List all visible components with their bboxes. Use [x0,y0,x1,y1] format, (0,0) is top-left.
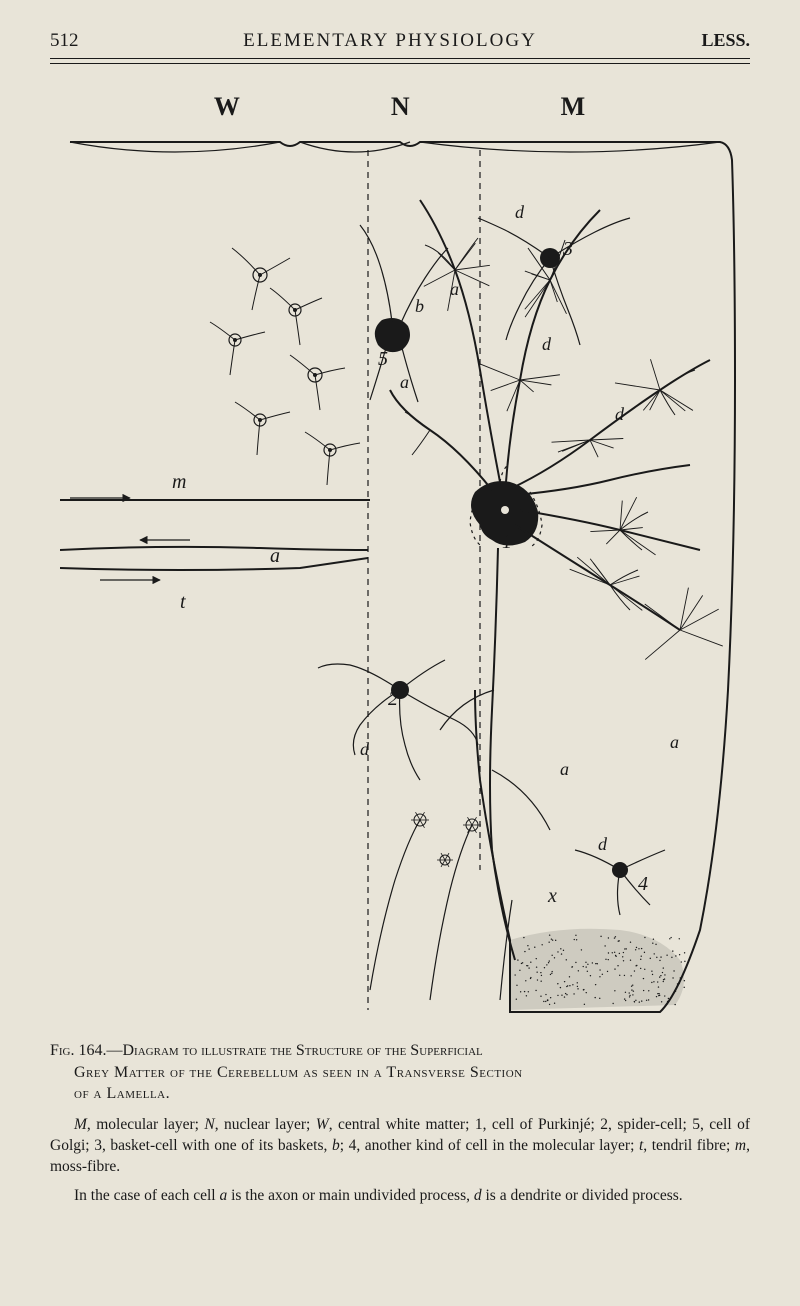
svg-text:d: d [515,202,525,222]
figure-caption: Fig. 164.—Diagram to illustrate the Stru… [50,1040,750,1105]
page-number: 512 [50,30,79,52]
svg-text:5: 5 [378,348,388,370]
book-title: ELEMENTARY PHYSIOLOGY [243,30,537,52]
figure-diagram: mta5aba3ddd12d4daax [60,130,740,1020]
page-header: 512 ELEMENTARY PHYSIOLOGY LESS. [50,30,750,59]
label-n: N [391,92,411,122]
svg-text:4: 4 [638,873,648,895]
svg-text:d: d [360,739,370,759]
svg-text:a: a [270,545,280,567]
svg-text:a: a [670,732,679,752]
caption-line1c: of a Lamella. [74,1085,170,1102]
svg-text:d: d [598,834,608,854]
header-rule [50,63,750,64]
caption-line1b: Grey Matter of the Cerebellum as seen in… [74,1064,523,1081]
svg-text:b: b [415,296,424,316]
svg-text:a: a [560,759,569,779]
description-p2: In the case of each cell a is the axon o… [50,1186,750,1207]
svg-text:1: 1 [502,531,512,553]
label-w: W [214,92,241,122]
svg-text:2: 2 [388,688,398,710]
caption-line1a: Fig. 164.—Diagram to illustrate the Stru… [50,1042,483,1059]
description-p1: M, molecular layer; N, nuclear layer; W,… [50,1115,750,1178]
svg-text:m: m [172,471,186,493]
svg-text:d: d [542,334,552,354]
svg-text:a: a [400,372,409,392]
svg-text:x: x [547,885,557,907]
chapter-label: LESS. [701,30,750,51]
region-labels: W N M [50,92,750,122]
label-m: M [561,92,587,122]
svg-text:t: t [180,591,186,613]
